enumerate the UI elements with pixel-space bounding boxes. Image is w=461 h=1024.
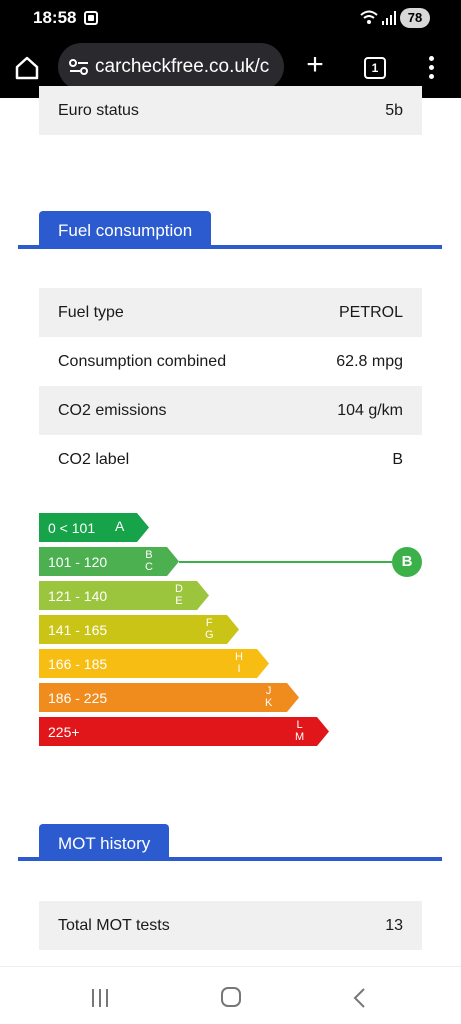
band-range: 101 - 120 <box>48 554 108 570</box>
row-value: 13 <box>385 917 403 934</box>
co2-band-lm: 225+ L M <box>39 717 329 746</box>
row-label: CO2 label <box>58 451 130 468</box>
row-label: CO2 emissions <box>58 402 167 419</box>
row-label: Total MOT tests <box>58 917 170 934</box>
status-bar: 18:58 78 <box>0 0 461 38</box>
co2-band-jk: 186 - 225 J K <box>39 683 299 712</box>
band-range: 166 - 185 <box>48 656 108 672</box>
band-range: 0 < 101 <box>48 520 96 536</box>
band-letter: B <box>145 549 153 561</box>
row-value: 62.8 mpg <box>336 353 403 370</box>
system-nav-bar <box>0 966 461 1024</box>
address-bar[interactable]: carcheckfree.co.uk/c <box>58 43 284 90</box>
fuel-row-co2-emissions: CO2 emissions 104 g/km <box>39 386 422 435</box>
mot-row-total-tests: Total MOT tests 13 <box>39 901 422 950</box>
section-divider <box>18 857 442 861</box>
fuel-row-co2-label: CO2 label B <box>39 435 422 484</box>
fuel-row-fuel-type: Fuel type PETROL <box>39 288 422 337</box>
co2-marker-badge: B <box>392 546 422 577</box>
band-letter: L <box>296 719 303 731</box>
status-time: 18:58 <box>33 8 77 27</box>
co2-band-chart: 0 < 101 A 101 - 120 B C 121 - 140 D E 141 - 165 F… <box>39 513 422 747</box>
site-settings-icon[interactable] <box>68 56 90 78</box>
band-range: 141 - 165 <box>48 622 108 638</box>
band-letter: H <box>235 651 243 663</box>
band-letter: F <box>205 617 213 629</box>
co2-band-bc: 101 - 120 B C <box>39 547 179 576</box>
row-label: Fuel type <box>58 304 124 321</box>
co2-marker-line <box>179 560 392 563</box>
band-letter: G <box>205 629 214 641</box>
band-letters: A <box>115 518 125 534</box>
signal-icon <box>382 11 396 25</box>
band-range: 121 - 140 <box>48 588 108 604</box>
band-letter: M <box>295 731 305 743</box>
band-range: 186 - 225 <box>48 690 108 706</box>
band-letter: C <box>145 561 153 573</box>
tab-switcher-button[interactable]: 1 <box>364 57 386 79</box>
row-value: PETROL <box>338 304 403 321</box>
screen-record-icon <box>84 11 98 25</box>
co2-band-de: 121 - 140 D E <box>39 581 209 610</box>
band-letter: A <box>115 518 125 534</box>
row-label: Euro status <box>58 102 139 119</box>
band-letter: K <box>265 697 273 709</box>
band-letter: I <box>237 663 241 675</box>
row-value: 5b <box>385 102 403 119</box>
section-heading-fuel: Fuel consumption <box>39 211 212 246</box>
battery-indicator: 78 <box>400 8 430 28</box>
home-icon[interactable] <box>13 54 41 82</box>
fuel-row-consumption: Consumption combined 62.8 mpg <box>39 337 422 386</box>
home-nav-icon[interactable] <box>221 987 241 1007</box>
band-letter: D <box>175 583 183 595</box>
co2-band-fg: 141 - 165 F G <box>39 615 239 644</box>
new-tab-icon[interactable]: + <box>306 48 324 81</box>
row-label: Consumption combined <box>58 353 227 370</box>
more-menu-icon[interactable] <box>423 54 441 80</box>
band-letter: E <box>175 595 183 607</box>
section-heading-mot: MOT history <box>39 824 170 859</box>
url-text: carcheckfree.co.uk/c <box>95 56 270 77</box>
co2-band-hi: 166 - 185 H I <box>39 649 269 678</box>
recent-apps-icon[interactable] <box>92 989 112 1007</box>
wifi-icon <box>360 9 378 28</box>
row-value: B <box>392 451 403 468</box>
section-divider <box>18 245 442 249</box>
band-range: 225+ <box>48 724 80 740</box>
co2-band-a: 0 < 101 A <box>39 513 149 542</box>
band-letter: J <box>265 685 272 697</box>
vehicle-row-euro-status: Euro status 5b <box>39 86 422 135</box>
row-value: 104 g/km <box>337 402 403 419</box>
back-icon[interactable] <box>351 987 369 1009</box>
